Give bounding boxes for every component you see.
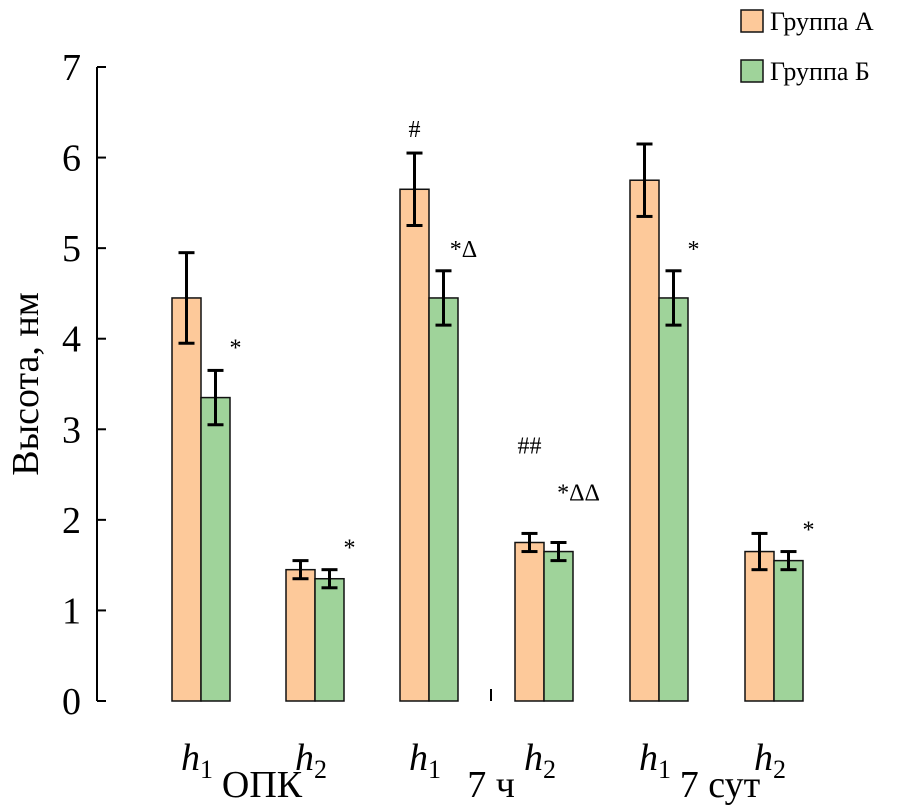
legend-label: Группа А	[770, 7, 874, 36]
group-label: 7 сут	[680, 764, 761, 806]
significance-marker: *ΔΔ	[557, 481, 600, 507]
x-tick-label: h1	[181, 737, 213, 784]
legend-swatch	[740, 9, 764, 33]
x-tick-label: h2	[295, 737, 327, 784]
bar-group-b	[428, 297, 459, 702]
x-tick-label: h1	[639, 737, 671, 784]
bar-group-a	[285, 568, 316, 702]
y-tick-label: 6	[62, 138, 81, 180]
group-label: ОПК	[222, 764, 303, 806]
significance-marker: *	[803, 518, 815, 544]
y-tick-label: 1	[62, 590, 81, 632]
significance-marker: *	[344, 536, 356, 562]
bar-group-b	[543, 550, 574, 702]
x-tick-label: h1	[409, 737, 441, 784]
y-tick-label: 5	[62, 228, 81, 270]
significance-marker: ##	[518, 433, 542, 459]
y-tick-label: 7	[62, 47, 81, 89]
y-tick-label: 4	[62, 319, 81, 361]
bar-group-b	[658, 297, 689, 702]
y-tick-label: 0	[62, 681, 81, 723]
bar-group-a	[171, 297, 202, 702]
bar-group-b	[200, 396, 231, 702]
bar-group-a	[514, 541, 545, 702]
x-tick-label: h2	[754, 737, 786, 784]
legend-label: Группа Б	[770, 57, 870, 86]
bar-group-b	[773, 559, 804, 702]
significance-marker: *Δ	[450, 237, 477, 263]
y-tick-label: 2	[62, 500, 81, 542]
significance-marker: #	[409, 117, 421, 143]
significance-marker: *	[230, 336, 242, 362]
y-tick-label: 3	[62, 409, 81, 451]
bar-group-a	[744, 550, 775, 702]
legend-swatch	[740, 59, 764, 83]
y-axis-label: Высота, нм	[5, 292, 47, 476]
bar-group-a	[629, 179, 660, 702]
group-label: 7 ч	[467, 764, 515, 806]
significance-marker: *	[688, 237, 700, 263]
x-tick-label: h2	[524, 737, 556, 784]
bar-group-a	[399, 188, 430, 702]
bar-group-b	[314, 577, 345, 702]
